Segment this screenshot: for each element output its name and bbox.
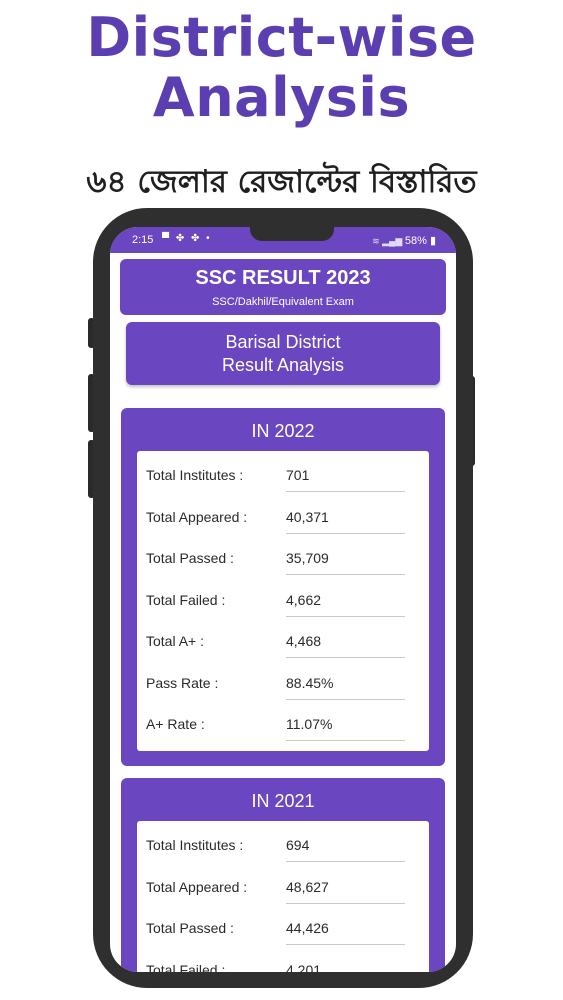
year-card-2021: IN 2021 Total Institutes : 694 Total App… [121,778,445,972]
signal-icon: ≋ ▂▄▆ [372,236,405,246]
divider [286,532,405,534]
stat-label: Total A+ : [146,633,204,649]
divider [286,491,405,492]
battery-indicator: ≋ ▂▄▆ 58% ▮ [372,234,436,247]
divider [286,574,405,575]
stat-label: Pass Rate : [146,674,219,691]
battery-percent: 58% [404,235,427,247]
stat-label: Total Passed : [146,550,234,566]
divider [286,944,405,945]
stat-label: Total Failed : [146,591,226,608]
phone-volume-up-button [88,374,95,432]
divider [286,657,405,658]
stat-value: 4,201 [286,961,322,973]
stats-table: Total Institutes : 701 Total Appeared : … [137,451,429,751]
stat-label: A+ Rate : [146,716,205,732]
stat-value: 48,627 [286,878,329,895]
app-title: SSC RESULT 2023 [195,267,371,289]
stat-row: Total Appeared : 40,371 [137,493,429,535]
year-card-2022: IN 2022 Total Institutes : 701 Total App… [121,408,445,766]
headline-line-1: District-wise [86,6,477,69]
stat-row: Total A+ : 4,468 [137,617,429,659]
stat-row: A+ Rate : 11.07% [137,700,429,742]
stat-value: 4,662 [286,591,322,608]
divider [286,861,405,862]
stat-value: 44,426 [286,920,329,936]
district-button[interactable]: Barisal District Result Analysis [126,322,440,385]
camera-notch [250,227,334,241]
app-title-card: SSC RESULT 2023 SSC/Dakhil/Equivalent Ex… [120,259,446,315]
stat-row: Total Institutes : 694 [137,821,429,863]
status-time: 2:15 [132,234,154,246]
divider [286,698,405,700]
year-title: IN 2021 [251,791,315,811]
divider [286,615,405,617]
district-name: Barisal District [225,332,341,352]
stat-row: Total Institutes : 701 [137,451,429,493]
stat-label: Total Institutes : [146,837,244,853]
notification-icons: ▀ ✤ ✤ • [162,233,212,244]
stat-row: Total Failed : 4,662 [137,576,429,618]
phone-volume-down-button [88,440,95,498]
stat-value: 694 [286,837,310,853]
district-caption: Result Analysis [221,355,345,375]
stat-row: Total Passed : 44,426 [137,904,429,946]
stat-label: Total Appeared : [146,878,248,895]
stat-value: 88.45% [286,674,334,691]
phone-screen: 2:15 ▀ ✤ ✤ • ≋ ▂▄▆ 58% ▮ SSC RESULT 2023… [110,227,456,972]
stat-label: Total Institutes : [146,467,244,483]
stat-value: 701 [286,467,310,483]
stat-label: Total Passed : [146,920,234,936]
headline-line-2: Analysis [152,66,411,129]
stat-row: Total Appeared : 48,627 [137,863,429,905]
promo-headline: District-wise Analysis [0,8,563,128]
divider [286,902,405,904]
stat-value: 4,468 [286,633,322,649]
stat-value: 35,709 [286,550,329,566]
stats-table: Total Institutes : 694 Total Appeared : … [137,821,429,972]
promo-subheading: ৬৪ জেলার রেজাল্টের বিস্তারিত [86,164,477,200]
divider [286,740,405,741]
stat-value: 11.07% [286,716,333,732]
stat-row: Total Passed : 35,709 [137,534,429,576]
app-subtitle: SSC/Dakhil/Equivalent Exam [212,296,354,308]
phone-volume-button [88,318,95,348]
stat-row: Pass Rate : 88.45% [137,659,429,701]
stat-label: Total Appeared : [146,508,248,525]
stat-value: 40,371 [286,508,329,525]
battery-icon: ▮ [426,235,436,247]
stat-row: Total Failed : 4,201 [137,946,429,973]
stat-label: Total Failed : [146,961,226,973]
year-title: IN 2022 [251,421,315,441]
